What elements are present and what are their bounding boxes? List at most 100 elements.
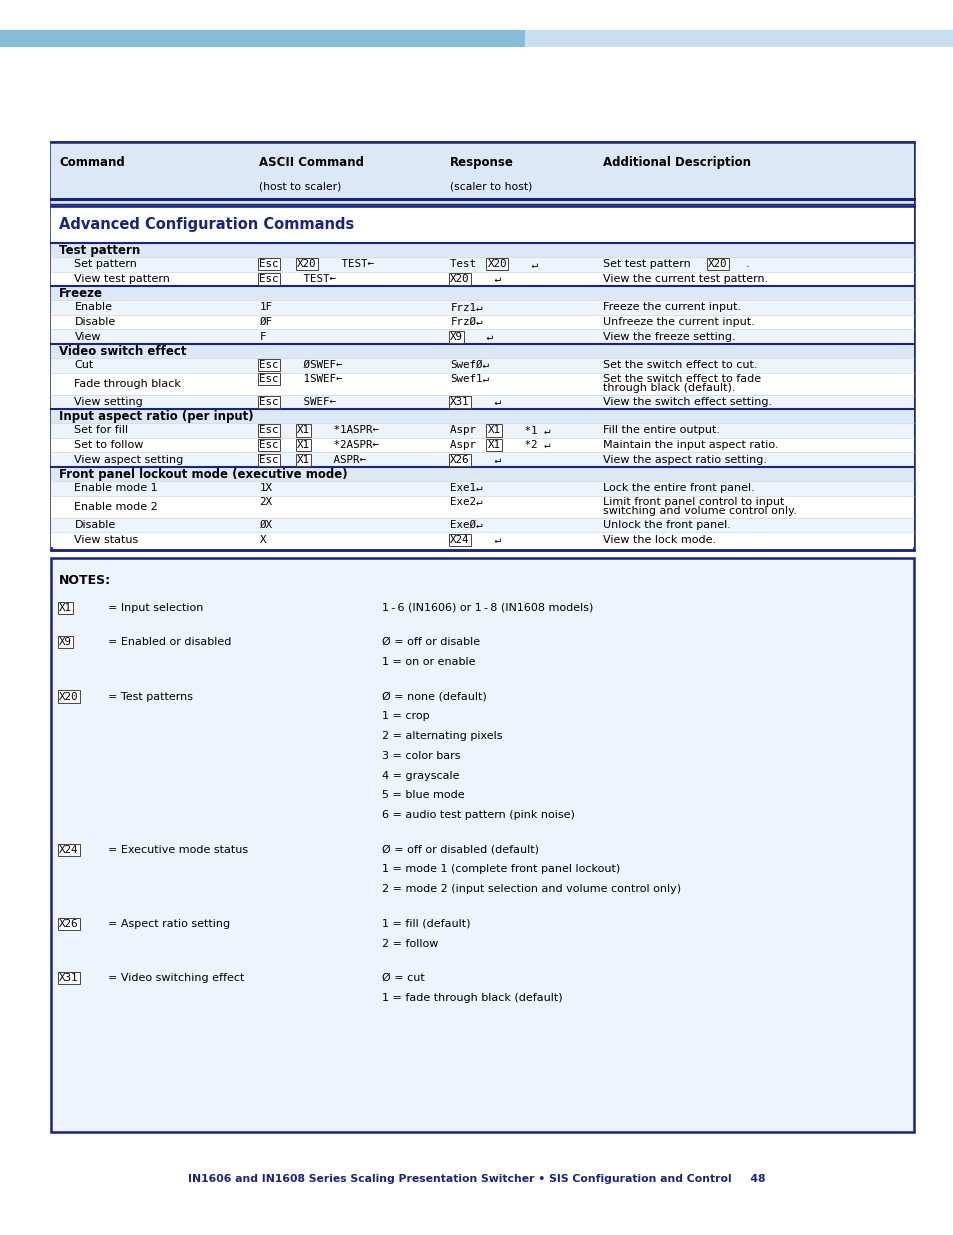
Text: Ø = cut: Ø = cut bbox=[381, 973, 424, 983]
Text: Advanced Configuration Commands: Advanced Configuration Commands bbox=[59, 217, 354, 232]
Text: Additional Description: Additional Description bbox=[602, 156, 750, 169]
Text: ØX: ØX bbox=[259, 520, 273, 530]
Text: Maintain the input aspect ratio.: Maintain the input aspect ratio. bbox=[602, 440, 778, 450]
Bar bbox=[51, 358, 913, 373]
Text: Freeze: Freeze bbox=[59, 287, 103, 300]
Text: *1 ↵: *1 ↵ bbox=[517, 425, 550, 436]
Text: FrzØ↵: FrzØ↵ bbox=[450, 317, 482, 327]
Text: Exe1↵: Exe1↵ bbox=[450, 483, 482, 493]
Text: 1 = fade through black (default): 1 = fade through black (default) bbox=[381, 993, 561, 1003]
Text: ASCII Command: ASCII Command bbox=[259, 156, 364, 169]
Text: X24: X24 bbox=[450, 535, 469, 545]
Text: X: X bbox=[259, 535, 266, 545]
Text: Aspr: Aspr bbox=[450, 440, 482, 450]
Text: = Video switching effect: = Video switching effect bbox=[108, 973, 244, 983]
Bar bbox=[51, 424, 913, 437]
Text: *1ASPR←: *1ASPR← bbox=[327, 425, 379, 436]
Text: Aspr: Aspr bbox=[450, 425, 482, 436]
Text: ↵: ↵ bbox=[487, 396, 500, 408]
Text: Video switch effect: Video switch effect bbox=[59, 345, 187, 358]
Text: Set the switch effect to cut.: Set the switch effect to cut. bbox=[602, 361, 757, 370]
Text: Freeze the current input.: Freeze the current input. bbox=[602, 303, 740, 312]
Text: Ø = off or disable: Ø = off or disable bbox=[381, 637, 479, 647]
Text: Cut: Cut bbox=[74, 361, 93, 370]
Text: X9: X9 bbox=[450, 332, 463, 342]
Text: ASPR←: ASPR← bbox=[327, 454, 366, 464]
Text: *2 ↵: *2 ↵ bbox=[517, 440, 550, 450]
Text: Esc: Esc bbox=[259, 440, 278, 450]
Text: NOTES:: NOTES: bbox=[59, 574, 112, 587]
Text: View the lock mode.: View the lock mode. bbox=[602, 535, 716, 545]
Text: Lock the entire front panel.: Lock the entire front panel. bbox=[602, 483, 754, 493]
Text: Response: Response bbox=[450, 156, 514, 169]
Text: X1: X1 bbox=[487, 425, 500, 436]
Text: Enable: Enable bbox=[74, 303, 112, 312]
Bar bbox=[51, 206, 913, 243]
Text: SwefØ↵: SwefØ↵ bbox=[450, 361, 489, 370]
Bar bbox=[51, 558, 913, 1132]
Text: 4 = grayscale: 4 = grayscale bbox=[381, 771, 458, 781]
Text: X20: X20 bbox=[707, 259, 727, 269]
Text: Exe2↵: Exe2↵ bbox=[450, 496, 482, 506]
Text: Esc: Esc bbox=[259, 454, 278, 464]
Text: ØF: ØF bbox=[259, 317, 273, 327]
Text: Enable mode 1: Enable mode 1 bbox=[74, 483, 158, 493]
Text: 6 = audio test pattern (pink noise): 6 = audio test pattern (pink noise) bbox=[381, 810, 574, 820]
Bar bbox=[0, 30, 524, 47]
Bar bbox=[51, 452, 913, 467]
Text: 3 = color bars: 3 = color bars bbox=[381, 751, 459, 761]
Bar bbox=[51, 345, 913, 358]
Text: ↵: ↵ bbox=[487, 454, 500, 464]
Text: View: View bbox=[74, 332, 101, 342]
Bar bbox=[51, 495, 913, 517]
Text: (scaler to host): (scaler to host) bbox=[450, 182, 532, 191]
Text: View status: View status bbox=[74, 535, 138, 545]
Text: = Test patterns: = Test patterns bbox=[108, 692, 193, 701]
Text: 1F: 1F bbox=[259, 303, 273, 312]
Text: Set for fill: Set for fill bbox=[74, 425, 129, 436]
Text: Input aspect ratio (per input): Input aspect ratio (per input) bbox=[59, 410, 253, 422]
Text: (host to scaler): (host to scaler) bbox=[259, 182, 341, 191]
Text: X24: X24 bbox=[59, 845, 78, 855]
Text: Frz1↵: Frz1↵ bbox=[450, 303, 482, 312]
Text: Set pattern: Set pattern bbox=[74, 259, 137, 269]
Text: 1 = crop: 1 = crop bbox=[381, 711, 429, 721]
Text: IN1606 and IN1608 Series Scaling Presentation Switcher • SIS Configuration and C: IN1606 and IN1608 Series Scaling Present… bbox=[188, 1174, 765, 1184]
Text: 2X: 2X bbox=[259, 496, 273, 506]
Text: View test pattern: View test pattern bbox=[74, 274, 170, 284]
Text: TEST←: TEST← bbox=[335, 259, 374, 269]
Text: Test: Test bbox=[450, 259, 482, 269]
Text: X26: X26 bbox=[59, 919, 78, 929]
Bar bbox=[51, 257, 913, 272]
Bar bbox=[51, 243, 913, 257]
Text: X1: X1 bbox=[59, 603, 72, 613]
Text: TEST←: TEST← bbox=[296, 274, 335, 284]
Text: View the current test pattern.: View the current test pattern. bbox=[602, 274, 767, 284]
Text: 1X: 1X bbox=[259, 483, 273, 493]
Text: Unfreeze the current input.: Unfreeze the current input. bbox=[602, 317, 754, 327]
Text: X1: X1 bbox=[296, 440, 310, 450]
Text: X20: X20 bbox=[59, 692, 78, 701]
Text: 2 = follow: 2 = follow bbox=[381, 939, 437, 948]
Text: 1 = on or enable: 1 = on or enable bbox=[381, 657, 475, 667]
Bar bbox=[51, 272, 913, 287]
Text: SWEF←: SWEF← bbox=[296, 396, 335, 408]
Bar bbox=[524, 30, 953, 47]
Text: Esc: Esc bbox=[259, 374, 278, 384]
Text: 1 = fill (default): 1 = fill (default) bbox=[381, 919, 470, 929]
Text: View setting: View setting bbox=[74, 396, 143, 408]
Bar bbox=[51, 517, 913, 532]
Text: X31: X31 bbox=[450, 396, 469, 408]
Text: View aspect setting: View aspect setting bbox=[74, 454, 184, 464]
Text: Fade through black: Fade through black bbox=[74, 379, 181, 389]
Text: 2 = alternating pixels: 2 = alternating pixels bbox=[381, 731, 501, 741]
Text: Esc: Esc bbox=[259, 396, 278, 408]
Bar bbox=[51, 395, 913, 409]
Text: 5 = blue mode: 5 = blue mode bbox=[381, 790, 464, 800]
Text: Disable: Disable bbox=[74, 520, 115, 530]
Text: X1: X1 bbox=[487, 440, 500, 450]
Text: X1: X1 bbox=[296, 425, 310, 436]
Text: 1SWEF←: 1SWEF← bbox=[296, 374, 342, 384]
Text: X26: X26 bbox=[450, 454, 469, 464]
Bar bbox=[51, 437, 913, 452]
